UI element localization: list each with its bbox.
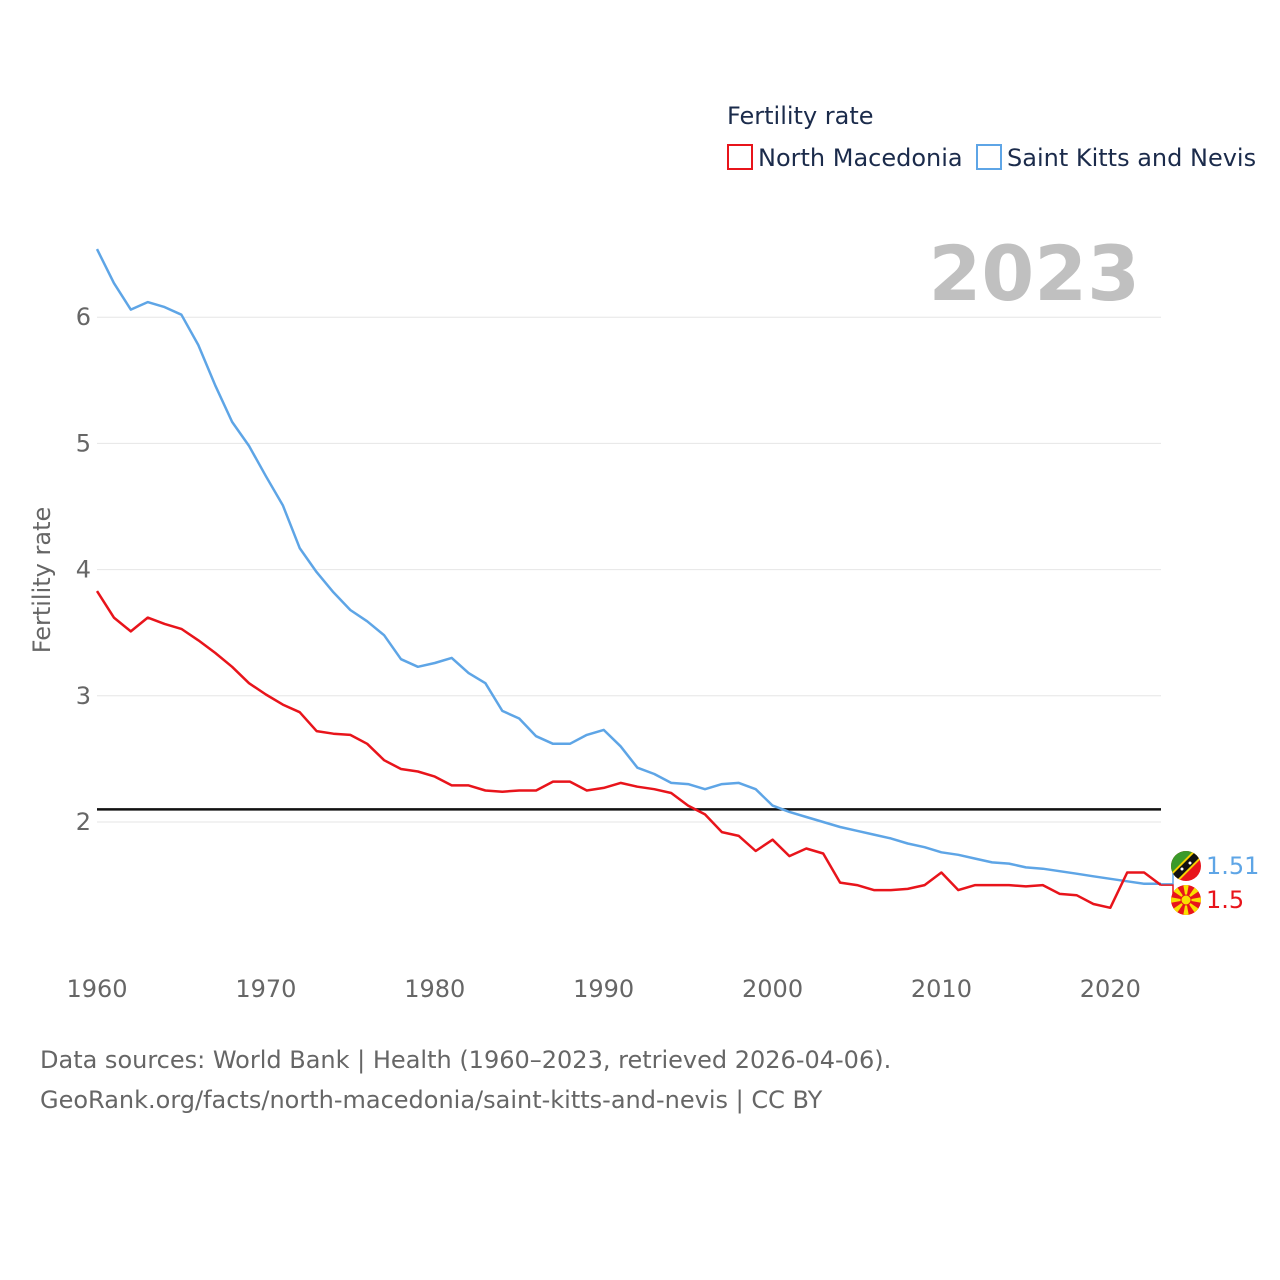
source-url-text[interactable]: GeoRank.org/facts/north-macedonia/saint-… [40,1086,823,1114]
x-tick-2010: 2010 [911,975,972,1003]
x-tick-1960: 1960 [66,975,127,1003]
x-tick-1990: 1990 [573,975,634,1003]
series-line-saint-kitts-and-nevis[interactable] [95,248,1161,886]
legend-label-saint-kitts-and-nevis: Saint Kitts and Nevis [1007,144,1256,172]
y-tick-5: 5 [76,429,91,457]
y-tick-3: 3 [76,682,91,710]
legend-item-saint-kitts-and-nevis[interactable]: Saint Kitts and Nevis [976,144,1256,172]
end-markers: 1.51 1.5 [1161,851,1259,915]
end-label-saint-kitts-and-nevis: 1.51 [1206,852,1259,880]
y-tick-labels: 2 3 4 5 6 [76,303,91,836]
current-year-label: 2023 [928,229,1140,318]
legend-swatch-north-macedonia [727,144,753,170]
data-source-text: Data sources: World Bank | Health (1960–… [40,1046,891,1074]
x-tick-2000: 2000 [742,975,803,1003]
legend-label-north-macedonia: North Macedonia [758,144,963,172]
x-tick-2020: 2020 [1080,975,1141,1003]
flag-saint-kitts-and-nevis-icon [1171,851,1201,881]
legend-item-north-macedonia[interactable]: North Macedonia [727,144,963,172]
y-tick-2: 2 [76,808,91,836]
legend-swatch-saint-kitts-and-nevis [976,144,1002,170]
grid-lines [97,316,1161,823]
series-lines [95,248,1162,910]
connector-saint-kitts-and-nevis [1161,865,1174,885]
y-tick-6: 6 [76,303,91,331]
x-tick-labels: 1960 1970 1980 1990 2000 2010 2020 [66,975,1140,1003]
x-tick-1970: 1970 [235,975,296,1003]
legend-title: Fertility rate [727,102,874,130]
series-line-north-macedonia[interactable] [95,590,1162,910]
end-label-north-macedonia: 1.5 [1206,886,1244,914]
x-tick-1980: 1980 [404,975,465,1003]
y-tick-4: 4 [76,556,91,584]
y-axis-label: Fertility rate [28,507,56,654]
